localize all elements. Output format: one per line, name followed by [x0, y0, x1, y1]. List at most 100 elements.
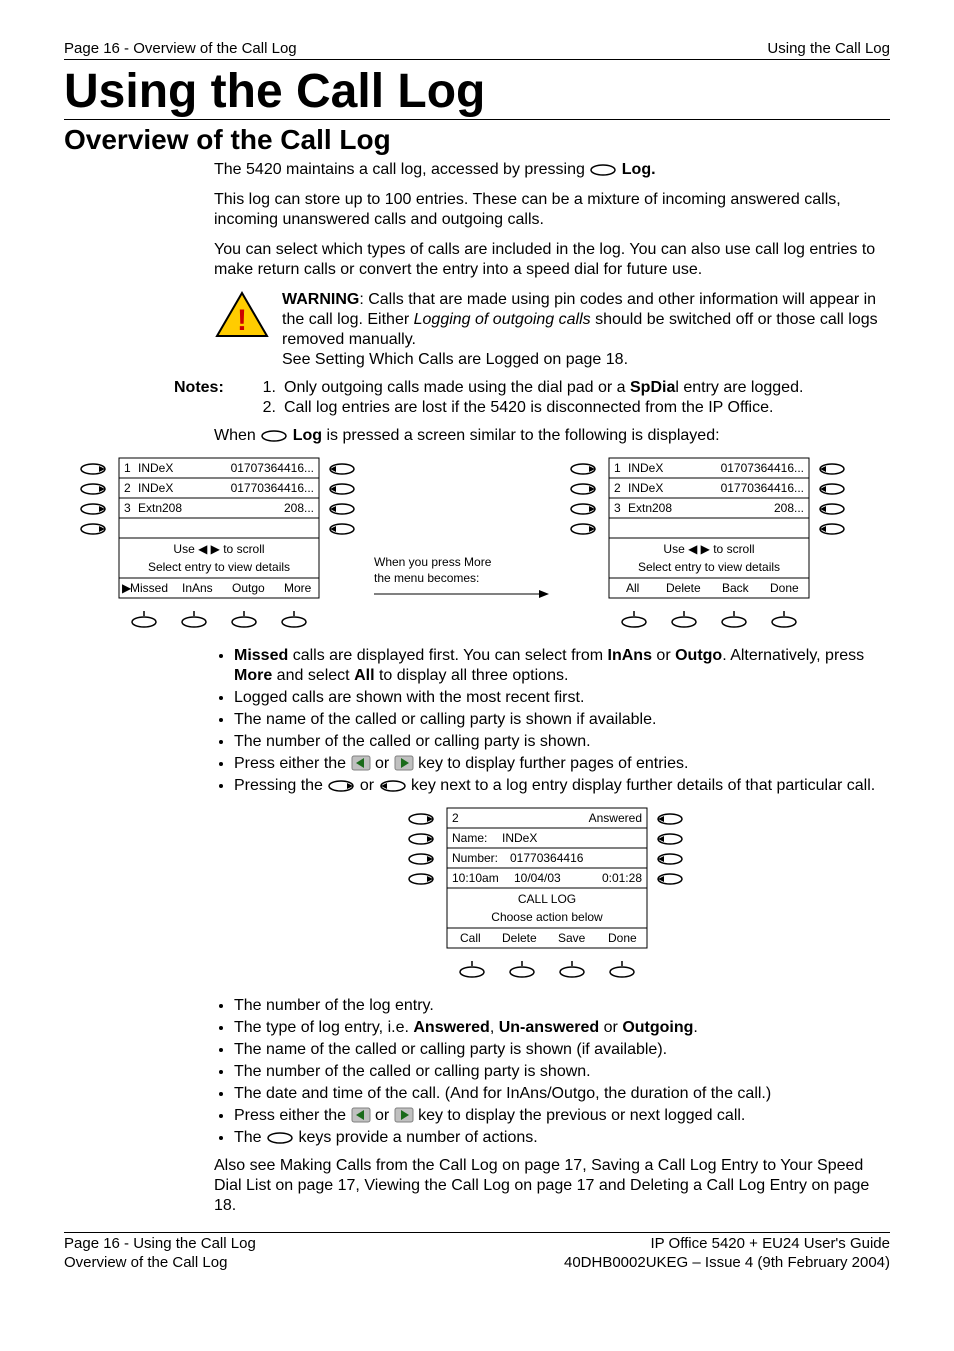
s2-r2-name: INDeX: [628, 481, 663, 495]
b1-item3: The name of the called or calling party …: [234, 710, 890, 730]
nav-left-icon: [351, 755, 371, 772]
s2-sk-delete: Delete: [666, 581, 701, 595]
top-header-right: Using the Call Log: [767, 40, 890, 57]
footer-left-2: Overview of the Call Log: [64, 1254, 256, 1273]
s2-r1-name: INDeX: [628, 461, 663, 475]
warning-block: ! WARNING: Calls that are made using pin…: [214, 290, 890, 370]
s1-sk-inans: InAns: [182, 581, 213, 595]
footer-left: Page 16 - Using the Call Log Overview of…: [64, 1235, 256, 1273]
s2-r2-num: 01770364416...: [721, 481, 804, 495]
notes-nums: 1. 2.: [252, 378, 276, 418]
s2-r1-idx: 1: [614, 461, 621, 475]
d-date: 10/04/03: [514, 871, 561, 885]
b1-5-pre: Press either the: [234, 755, 351, 772]
b1-6-mid: or: [355, 777, 378, 794]
b1-5-mid: or: [371, 755, 394, 772]
b1-item6: Pressing the or key next to a log entry …: [234, 776, 890, 796]
b1-t2: or: [652, 647, 675, 664]
mid-line2: the menu becomes:: [374, 571, 479, 585]
d-hdr-status: Answered: [589, 811, 642, 825]
bullets-block-2: The number of the log entry. The type of…: [214, 996, 890, 1148]
b1-item2: Logged calls are shown with the most rec…: [234, 688, 890, 708]
intro-line1: The 5420 maintains a call log, accessed …: [214, 160, 890, 180]
nav-left-icon-2: [351, 1107, 371, 1124]
d-time: 10:10am: [452, 871, 499, 885]
b2-2-pre: The type of log entry, i.e.: [234, 1019, 413, 1036]
s1-r3-num: 208...: [284, 501, 314, 515]
also-see-paragraph: Also see Making Calls from the Call Log …: [214, 1156, 890, 1216]
note-num-2: 2.: [252, 398, 276, 418]
b1-missed: Missed: [234, 647, 288, 664]
intro-line1-pre: The 5420 maintains a call log, accessed …: [214, 161, 589, 178]
b1-outgo: Outgo: [675, 647, 722, 664]
s1-r1-name: INDeX: [138, 461, 173, 475]
d-sk-done: Done: [608, 931, 637, 945]
d-sk-call: Call: [460, 931, 481, 945]
s2-sk-done: Done: [770, 581, 799, 595]
d-sk-save: Save: [558, 931, 586, 945]
b1-t1: calls are displayed first. You can selec…: [288, 647, 607, 664]
b2-item5: The date and time of the call. (And for …: [234, 1084, 890, 1104]
b1-t5: to display all three options.: [375, 667, 569, 684]
note-text-2: Call log entries are lost if the 5420 is…: [284, 398, 890, 418]
dkey-right-icon: [379, 777, 407, 794]
svg-text:!: !: [237, 304, 247, 337]
log-key-icon-2: [260, 427, 288, 444]
d-title: CALL LOG: [518, 892, 576, 906]
b1-5-post: key to display further pages of entries.: [414, 755, 689, 772]
d-duration: 0:01:28: [602, 871, 642, 885]
warning-icon: !: [214, 290, 274, 346]
s2-r1-num: 01707364416...: [721, 461, 804, 475]
footer-right: IP Office 5420 + EU24 User's Guide 40DHB…: [564, 1235, 890, 1273]
notes-block: Notes: 1. 2. Only outgoing calls made us…: [174, 378, 890, 418]
note1-bold: SpDia: [630, 379, 675, 396]
b1-more: More: [234, 667, 272, 684]
d-number-value: 01770364416: [510, 851, 584, 865]
page-footer: Page 16 - Using the Call Log Overview of…: [64, 1232, 890, 1273]
footer-right-2: 40DHB0002UKEG – Issue 4 (9th February 20…: [564, 1254, 890, 1273]
d-hdr-idx: 2: [452, 811, 459, 825]
b2-item2: The type of log entry, i.e. Answered, Un…: [234, 1018, 890, 1038]
warning-text: WARNING: Calls that are made using pin c…: [282, 290, 890, 370]
softkey-icon: [266, 1129, 294, 1146]
s1-r2-name: INDeX: [138, 481, 173, 495]
note1-post: l entry are logged.: [675, 379, 803, 396]
section-title-h2: Overview of the Call Log: [64, 124, 890, 156]
when-pre: When: [214, 427, 260, 444]
s1-help1: Use ◀ ▶ to scroll: [173, 542, 264, 556]
b2-unanswered: Un-answered: [499, 1019, 599, 1036]
nav-right-icon: [394, 755, 414, 772]
b2-7-pre: The: [234, 1129, 266, 1146]
when-bold: Log: [288, 427, 322, 444]
b1-t4: and select: [272, 667, 354, 684]
figure-call-log-screens: 1 INDeX 01707364416... 2 INDeX 017703644…: [74, 456, 890, 642]
b2-item3: The name of the called or calling party …: [234, 1040, 890, 1060]
footer-right-1: IP Office 5420 + EU24 User's Guide: [564, 1235, 890, 1254]
s1-help2: Select entry to view details: [148, 560, 290, 574]
b1-6-pre: Pressing the: [234, 777, 327, 794]
b1-t3: . Alternatively, press: [722, 647, 864, 664]
nav-right-icon-2: [394, 1107, 414, 1124]
s1-sk-missed: Missed: [130, 581, 168, 595]
b2-item7: The keys provide a number of actions.: [234, 1128, 890, 1148]
b2-item4: The number of the called or calling part…: [234, 1062, 890, 1082]
intro-line3: You can select which types of calls are …: [214, 240, 890, 280]
s2-sk-all: All: [626, 581, 639, 595]
s1-r3-name: Extn208: [138, 501, 182, 515]
d-subtitle: Choose action below: [491, 910, 603, 924]
notes-texts: Only outgoing calls made using the dial …: [284, 378, 890, 418]
b2-answered: Answered: [413, 1019, 489, 1036]
d-number-label: Number:: [452, 851, 498, 865]
b2-outgoing: Outgoing: [622, 1019, 693, 1036]
s1-r2-idx: 2: [124, 481, 131, 495]
dkey-left-icon: [327, 777, 355, 794]
d-sk-delete: Delete: [502, 931, 537, 945]
warning-label: WARNING: [282, 291, 359, 308]
b1-item4: The number of the called or calling part…: [234, 732, 890, 752]
b2-item1: The number of the log entry.: [234, 996, 890, 1016]
mid-line1: When you press More: [374, 555, 492, 569]
note-text-1: Only outgoing calls made using the dial …: [284, 378, 890, 398]
d-name-value: INDeX: [502, 831, 537, 845]
s2-r3-num: 208...: [774, 501, 804, 515]
warning-see: See Setting Which Calls are Logged on pa…: [282, 351, 628, 368]
